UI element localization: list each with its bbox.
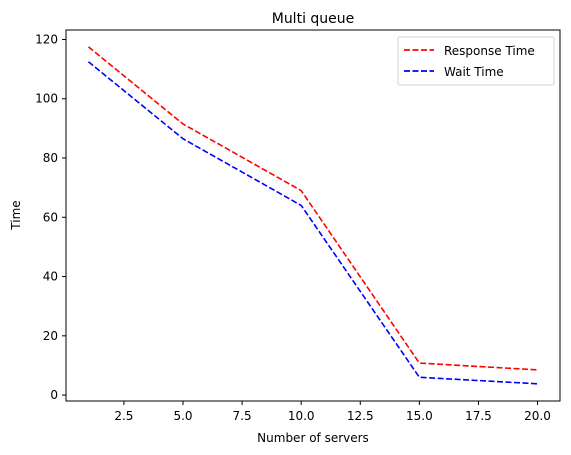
x-tick-label: 17.5: [465, 409, 492, 423]
plot-area: [65, 29, 561, 402]
series-line-wait-time: [87, 61, 538, 385]
y-tick-label: 80: [43, 151, 58, 165]
legend-label-wait-time: Wait Time: [444, 65, 504, 79]
chart-title: Multi queue: [272, 11, 355, 27]
y-tick-label: 120: [35, 32, 58, 46]
y-tick-label: 20: [43, 329, 58, 343]
legend-label-response-time: Response Time: [444, 44, 535, 58]
series-layer: [87, 46, 538, 385]
series-line-response-time: [87, 46, 538, 371]
y-tick-label: 40: [43, 270, 58, 284]
x-axis-label: Number of servers: [257, 431, 369, 445]
x-tick-label: 10.0: [288, 409, 315, 423]
x-tick-label: 2.5: [114, 409, 133, 423]
x-tick-label: 7.5: [233, 409, 252, 423]
x-tick-label: 20.0: [524, 409, 551, 423]
y-axis-label: Time: [9, 200, 23, 230]
y-tick-label: 0: [50, 388, 58, 402]
x-tick-label: 12.5: [347, 409, 374, 423]
y-tick-label: 100: [35, 92, 58, 106]
legend-box: [397, 36, 555, 86]
x-axis: 2.5 5.0 7.5 10.0 12.5 15.0 17.5 20.0: [114, 401, 551, 423]
y-tick-label: 60: [43, 210, 58, 224]
y-axis: 0 20 40 60 80 100 120: [35, 32, 66, 402]
legend: Response Time Wait Time: [397, 36, 555, 86]
x-tick-label: 5.0: [173, 409, 192, 423]
x-tick-label: 15.0: [406, 409, 433, 423]
